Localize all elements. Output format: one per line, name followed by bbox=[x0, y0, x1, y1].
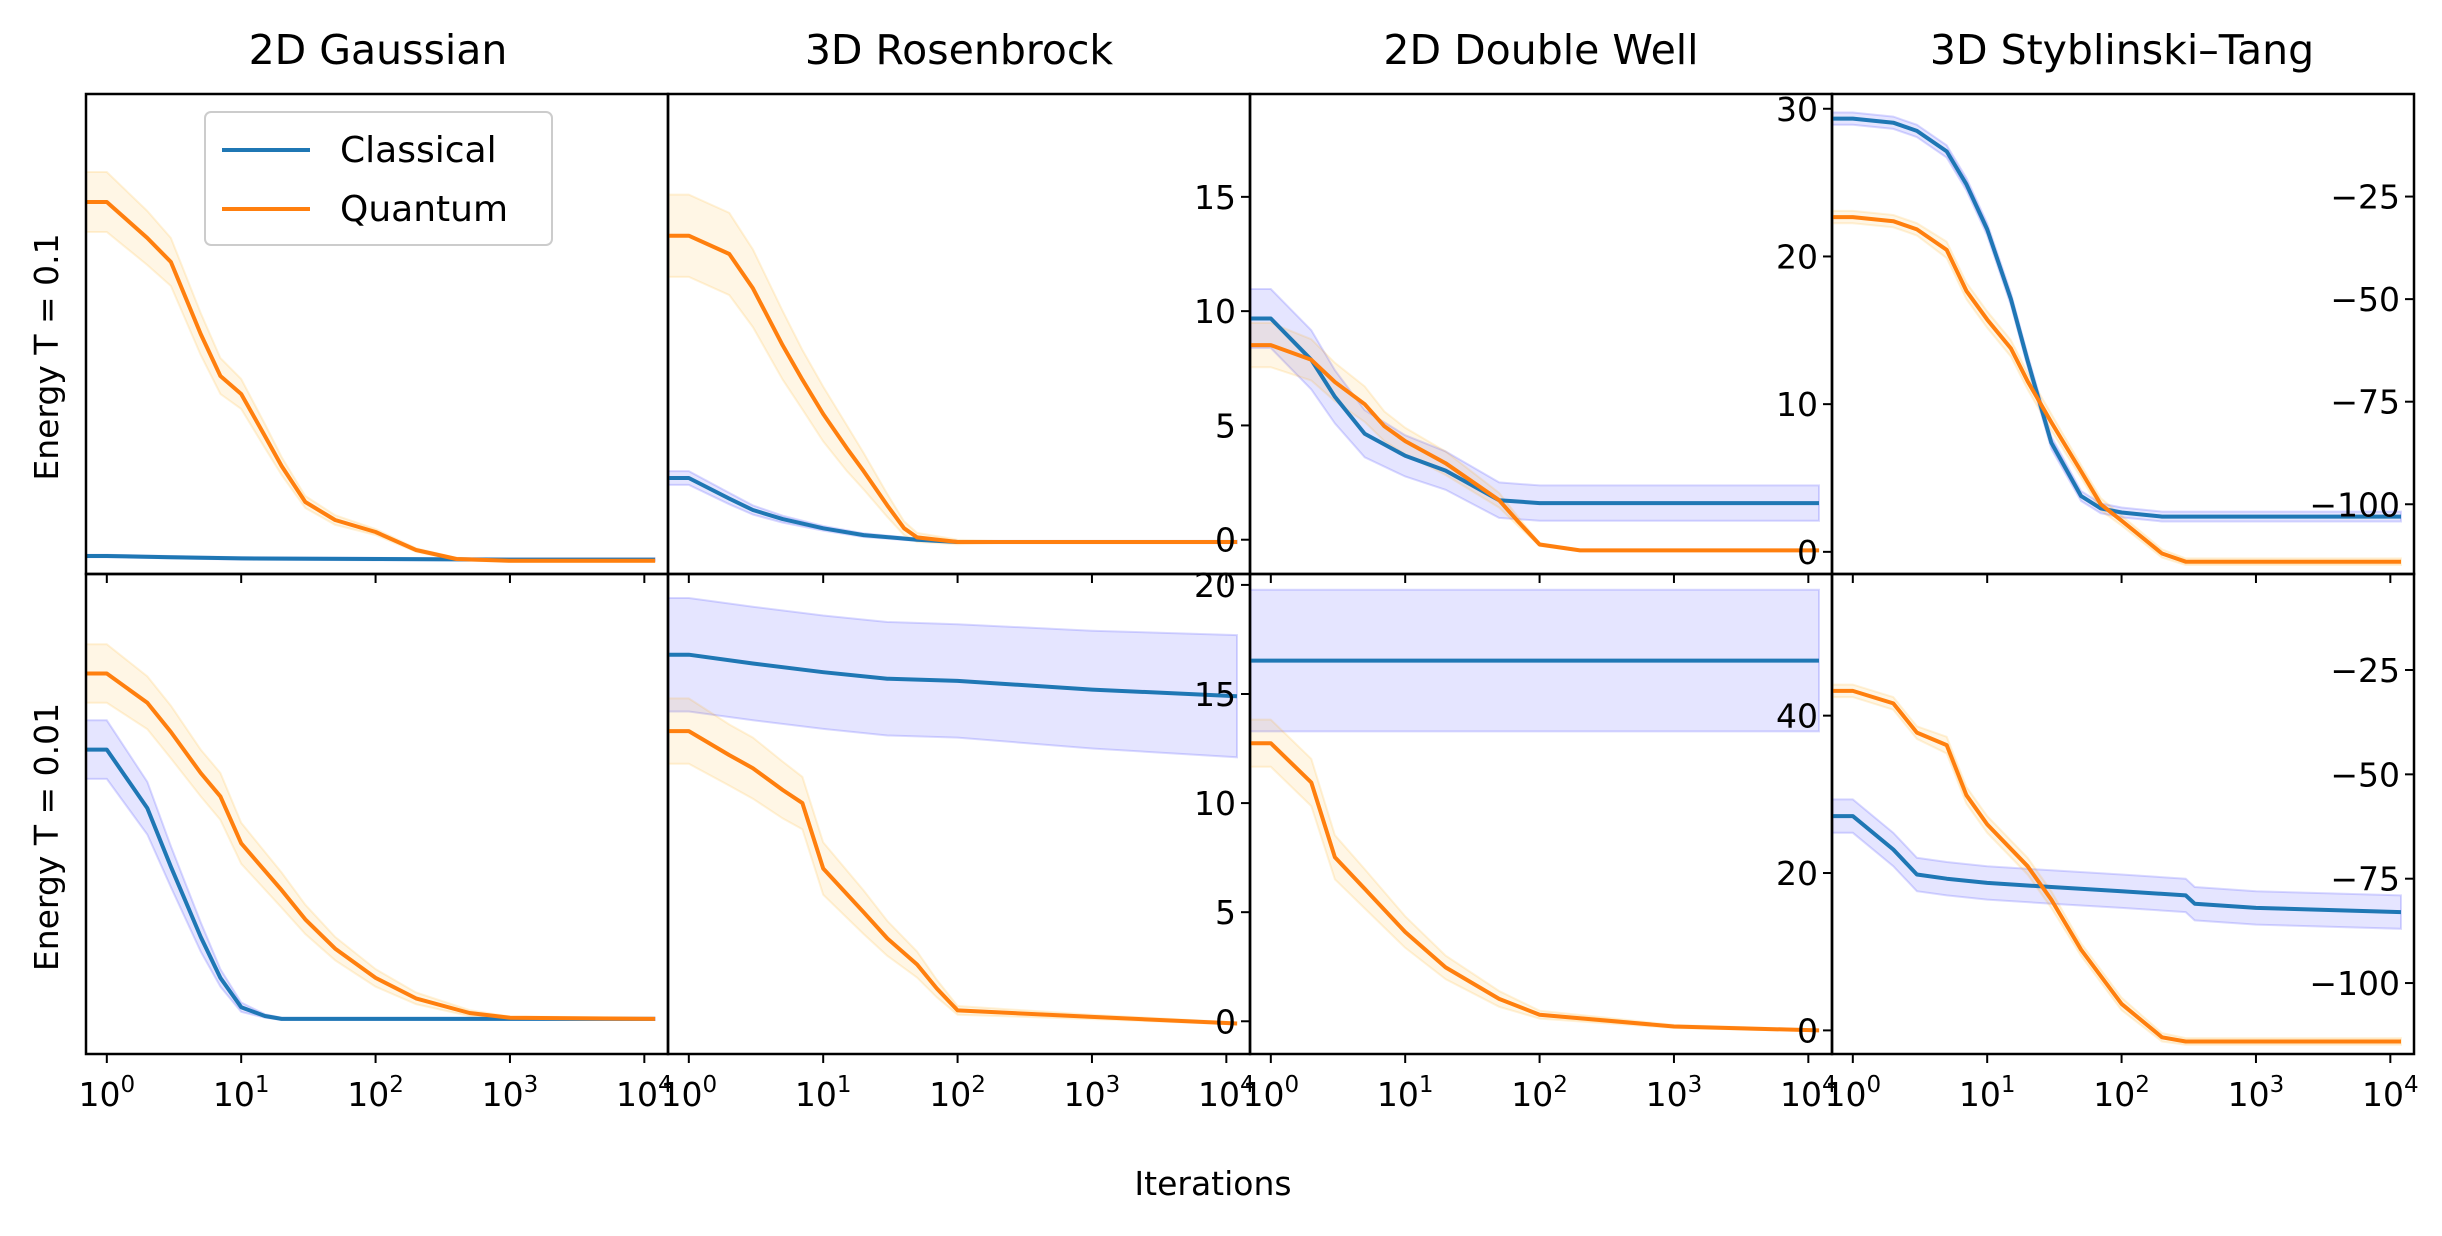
xtick-label: 104 bbox=[2362, 1072, 2419, 1114]
panel-r1-c2: 0 20 40 100 101 102 103 104 bbox=[1242, 572, 1837, 1114]
xtick-label: 101 bbox=[795, 1072, 852, 1114]
legend-label-classical: Classical bbox=[340, 130, 497, 171]
xtick-label: 103 bbox=[1646, 1072, 1703, 1114]
xtick-label: 100 bbox=[78, 1072, 135, 1114]
panel-r1-c1: 0 5 10 15 20 100 101 102 103 104 bbox=[660, 566, 1254, 1114]
xtick-label: 104 bbox=[1198, 1072, 1255, 1114]
xtick-label: 102 bbox=[1511, 1072, 1568, 1114]
ytick-label: −100 bbox=[2309, 964, 2400, 1003]
ytick-label: 5 bbox=[1215, 406, 1236, 445]
xtick-label: 102 bbox=[2093, 1072, 2150, 1114]
ytick-label: 5 bbox=[1215, 893, 1236, 932]
ytick-label: 15 bbox=[1194, 675, 1236, 714]
plot-area bbox=[668, 597, 1238, 1026]
ytick-label: −100 bbox=[2309, 485, 2400, 524]
ytick-label: 20 bbox=[1776, 854, 1818, 893]
ytick-label: 15 bbox=[1194, 178, 1236, 217]
panel-r1-c3: −25 −50 −75 −100 100 101 102 103 104 bbox=[1824, 572, 2419, 1114]
ylabel-row-t01: Energy T = 0.1 bbox=[27, 233, 66, 480]
ytick-label: 0 bbox=[1215, 521, 1236, 560]
panel-frame bbox=[1830, 572, 2416, 1056]
band-quantum bbox=[668, 697, 1238, 1026]
series-line-quantum bbox=[86, 200, 655, 563]
xtick-label: 102 bbox=[347, 1072, 404, 1114]
series-line-classical bbox=[86, 747, 655, 1021]
legend-box bbox=[204, 111, 553, 246]
ytick-label: 10 bbox=[1194, 784, 1236, 823]
series-line-quantum bbox=[668, 233, 1237, 544]
plot-area bbox=[1250, 588, 1820, 1033]
ytick-label: 10 bbox=[1776, 385, 1818, 424]
plot-area bbox=[86, 643, 656, 1022]
legend: Classical Quantum bbox=[204, 111, 553, 246]
series-line-quantum bbox=[1832, 215, 2401, 564]
ytick-label: −50 bbox=[2330, 755, 2400, 794]
xtick-label: 101 bbox=[1377, 1072, 1434, 1114]
plot-area bbox=[86, 171, 656, 563]
series-line-classical bbox=[1832, 814, 2402, 915]
ytick-label: −50 bbox=[2330, 280, 2400, 319]
band-classical bbox=[668, 597, 1238, 759]
xtick-label: 101 bbox=[213, 1072, 270, 1114]
xtick-label: 103 bbox=[1064, 1072, 1121, 1114]
series-line-quantum bbox=[1250, 343, 1819, 553]
band-classical bbox=[1832, 798, 2402, 930]
ytick-label: 20 bbox=[1776, 237, 1818, 276]
ytick-label: −75 bbox=[2330, 860, 2400, 899]
ytick-label: −75 bbox=[2330, 383, 2400, 422]
xtick-label: 102 bbox=[929, 1072, 986, 1114]
ylabel-row-t001: Energy T = 0.01 bbox=[27, 703, 66, 971]
band-quantum bbox=[1250, 718, 1820, 1033]
series-line-classical bbox=[668, 652, 1238, 699]
plot-area bbox=[668, 193, 1238, 546]
ytick-label: 10 bbox=[1194, 292, 1236, 331]
series-line-quantum bbox=[86, 671, 656, 1021]
xtick-label: 103 bbox=[482, 1072, 539, 1114]
xtick-label: 100 bbox=[1242, 1072, 1299, 1114]
xtick-label: 104 bbox=[616, 1072, 673, 1114]
series-line-quantum bbox=[1832, 688, 2401, 1044]
plot-area bbox=[1832, 683, 2402, 1046]
ytick-label: 30 bbox=[1776, 90, 1818, 129]
series-line-classical bbox=[1250, 316, 1819, 506]
ytick-label: −25 bbox=[2330, 651, 2400, 690]
column-title-3d-styblinski-tang: 3D Styblinski–Tang bbox=[1930, 26, 2314, 74]
series-line-classical bbox=[1832, 116, 2401, 519]
xlabel-iterations: Iterations bbox=[1134, 1164, 1291, 1203]
band-quantum bbox=[1832, 683, 2402, 1046]
panel-r1-c0: 100 101 102 103 104 bbox=[78, 572, 673, 1114]
panel-r0-c3: −25 −50 −75 −100 bbox=[1830, 92, 2416, 583]
ytick-label: −25 bbox=[2330, 178, 2400, 217]
xtick-label: 100 bbox=[1824, 1072, 1881, 1114]
ytick-label: 20 bbox=[1194, 566, 1236, 605]
ytick-label: 0 bbox=[1215, 1002, 1236, 1041]
series-line-quantum bbox=[1250, 741, 1820, 1033]
ytick-label: 40 bbox=[1776, 697, 1818, 736]
series-line-quantum bbox=[668, 729, 1238, 1026]
xtick-label: 104 bbox=[1780, 1072, 1837, 1114]
plot-area bbox=[1832, 111, 2402, 566]
column-title-2d-double-well: 2D Double Well bbox=[1383, 26, 1698, 74]
xtick-label: 101 bbox=[1959, 1072, 2016, 1114]
column-title-3d-rosenbrock: 3D Rosenbrock bbox=[805, 26, 1114, 74]
plot-area bbox=[1250, 288, 1820, 553]
xtick-label: 100 bbox=[660, 1072, 717, 1114]
xtick-label: 103 bbox=[2228, 1072, 2285, 1114]
column-title-2d-gaussian: 2D Gaussian bbox=[249, 26, 508, 74]
legend-label-quantum: Quantum bbox=[340, 189, 508, 230]
ytick-label: 0 bbox=[1797, 1011, 1818, 1050]
ytick-label: 0 bbox=[1797, 533, 1818, 572]
band-classical bbox=[1832, 111, 2402, 523]
